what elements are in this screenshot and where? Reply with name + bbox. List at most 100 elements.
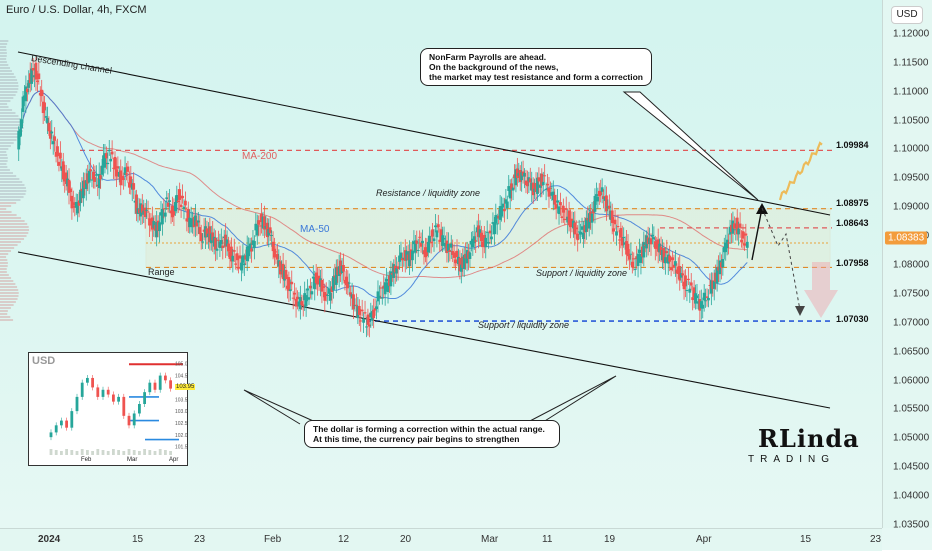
candle: [689, 282, 693, 286]
inset-candle: [122, 396, 126, 416]
time-axis[interactable]: 2024 15 23 Feb 12 20 Mar 11 19 Apr 15 23: [0, 528, 882, 551]
candle: [332, 276, 335, 291]
candle: [334, 267, 338, 285]
volume-profile-bar: [0, 241, 21, 243]
candle: [320, 280, 324, 292]
candle: [705, 296, 709, 298]
candle: [148, 218, 151, 226]
candle: [454, 259, 457, 264]
price-tick: 1.05000: [893, 432, 930, 444]
price-axis[interactable]: 1.12000 1.11500 1.11000 1.10500 1.10000 1.095…: [882, 0, 932, 531]
candle: [550, 192, 554, 196]
candle: [18, 129, 22, 137]
candle: [421, 240, 424, 244]
candle: [87, 170, 91, 183]
candle: [132, 183, 136, 190]
volume-profile-bar: [0, 316, 11, 318]
forecast-down-path: [761, 207, 801, 311]
candle: [606, 206, 610, 209]
candle: [490, 236, 493, 240]
candle: [28, 73, 32, 84]
volume-profile-bar: [0, 151, 7, 153]
candle: [175, 195, 179, 203]
candle: [623, 242, 627, 245]
candle: [314, 272, 318, 284]
candle: [304, 295, 308, 307]
inset-ytick: 103.50: [175, 397, 187, 403]
candle: [685, 290, 689, 292]
candle: [370, 311, 374, 321]
forecast-down-arrowhead: [795, 306, 805, 316]
inset-ytick: 103.00: [175, 409, 187, 415]
candle: [301, 304, 305, 306]
candle: [584, 218, 588, 232]
candle: [718, 260, 722, 275]
candle: [343, 279, 347, 284]
inset-volume-bar: [153, 451, 157, 455]
volume-profile-bar: [0, 256, 7, 258]
candle: [412, 241, 416, 245]
volume-profile-bar: [0, 199, 21, 201]
candle: [672, 264, 676, 268]
candle: [300, 301, 304, 306]
candle: [612, 228, 616, 232]
volume-profile-bar: [0, 136, 20, 138]
candle: [169, 210, 173, 214]
candle: [663, 257, 667, 264]
inset-volume-bar: [86, 450, 89, 455]
candle: [681, 273, 685, 276]
volume-profile-bar: [0, 172, 13, 174]
currency-button[interactable]: USD: [891, 6, 923, 24]
candle: [263, 216, 266, 230]
time-tick: 23: [194, 534, 206, 545]
volume-profile-bar: [0, 115, 19, 117]
candle: [439, 229, 443, 240]
candle: [656, 239, 660, 252]
candle: [168, 200, 172, 202]
candle: [53, 136, 57, 141]
inset-volume-bar: [54, 450, 58, 455]
candle: [310, 291, 314, 295]
volume-profile-bar: [0, 73, 14, 75]
candle: [356, 306, 360, 319]
candle: [530, 182, 534, 191]
candle: [352, 294, 355, 310]
candle: [106, 162, 110, 165]
inset-volume-bar: [49, 449, 53, 455]
candle: [570, 218, 574, 227]
inset-candle: [143, 392, 146, 404]
candle: [172, 209, 176, 216]
candle: [642, 242, 646, 258]
volume-profile-bar: [0, 190, 27, 192]
price-tick: 1.11500: [893, 57, 929, 69]
candle: [38, 92, 42, 96]
candle: [30, 68, 34, 84]
candle: [165, 197, 169, 200]
ma50-label: MA-50: [300, 224, 330, 235]
candle: [35, 80, 39, 83]
candle: [589, 211, 593, 222]
candle: [385, 278, 388, 282]
candle: [135, 194, 138, 214]
candle: [461, 256, 465, 268]
candle: [336, 266, 340, 276]
candle: [557, 206, 561, 215]
candle: [582, 232, 585, 240]
inset-volume-bar: [132, 450, 136, 455]
candle: [27, 80, 31, 88]
candle: [485, 231, 489, 233]
candle: [265, 222, 269, 238]
candle: [429, 241, 433, 243]
candle: [58, 152, 62, 159]
candle: [495, 223, 499, 225]
candle: [382, 285, 386, 289]
volume-profile-bar: [0, 193, 26, 195]
candle: [248, 243, 252, 249]
candle: [728, 226, 732, 235]
candle: [129, 176, 133, 186]
candle: [413, 240, 417, 253]
volume-profile-bar: [0, 160, 8, 162]
candle: [395, 267, 399, 274]
candle: [655, 247, 659, 249]
candle: [561, 205, 565, 213]
